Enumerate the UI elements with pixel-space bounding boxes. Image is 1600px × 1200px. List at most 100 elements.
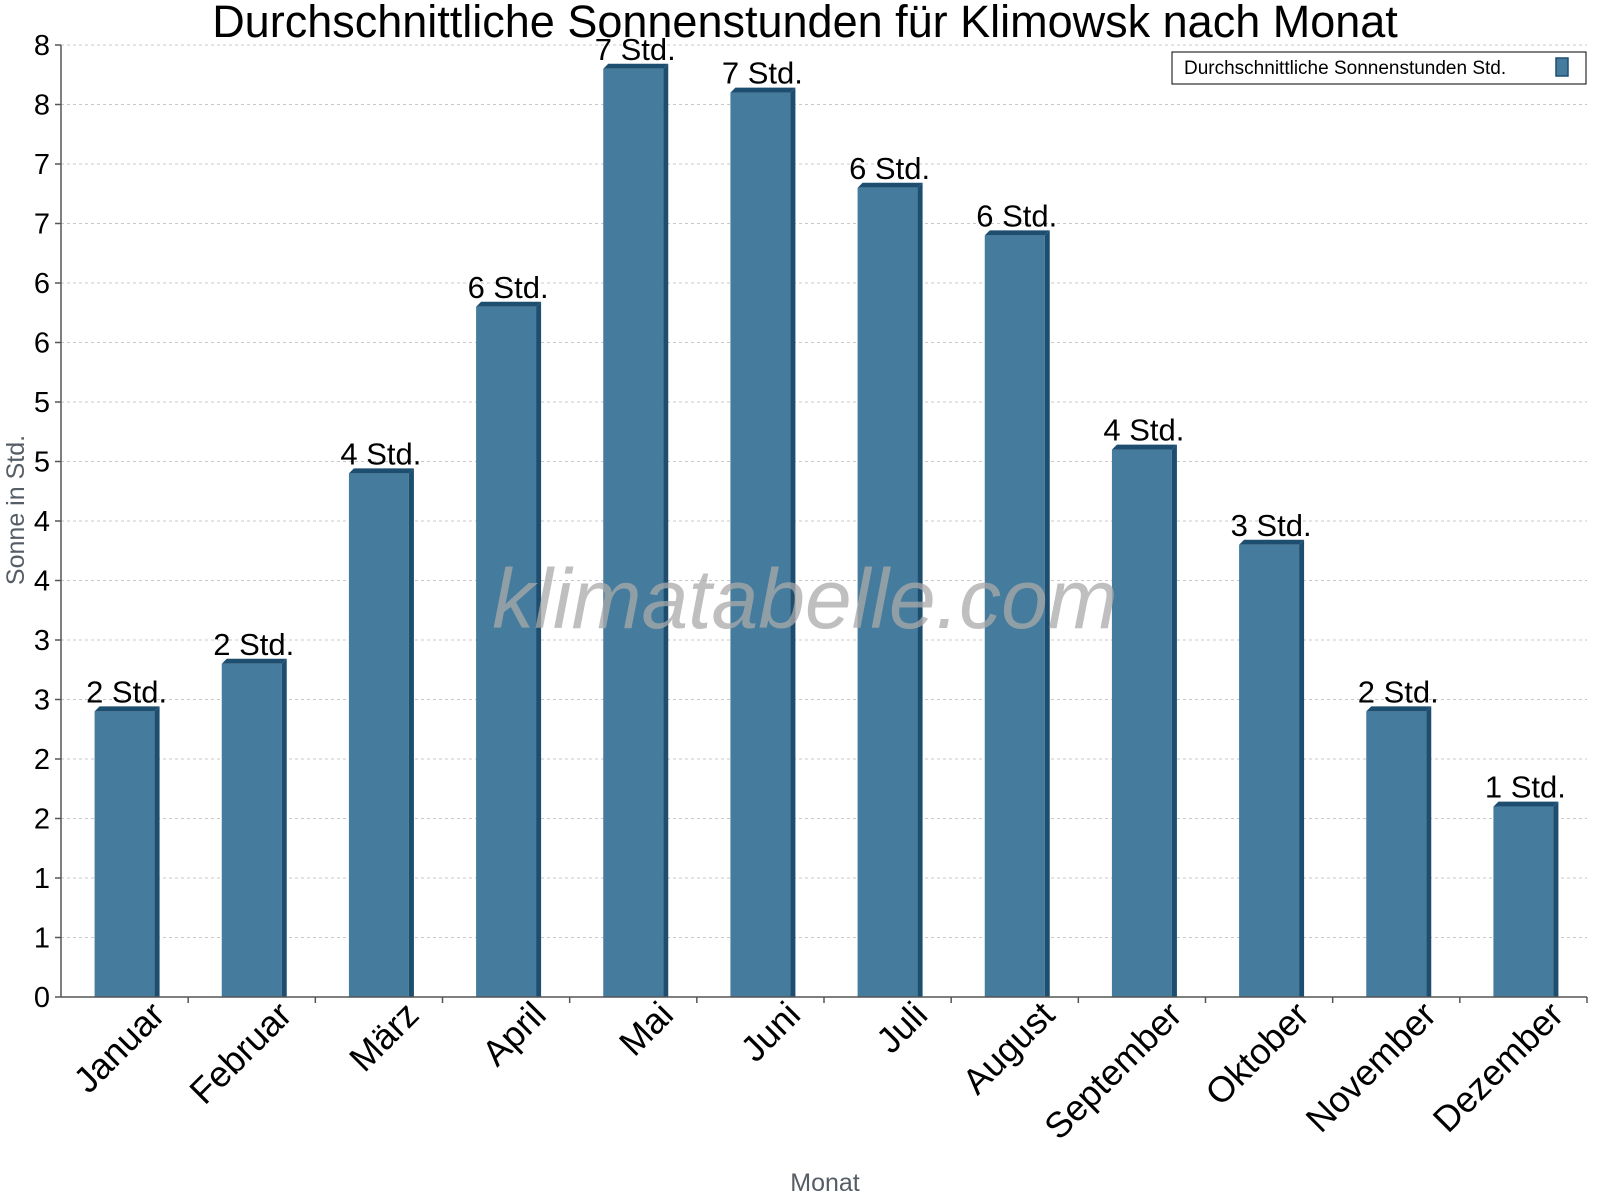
y-tick-label: 6 (34, 268, 50, 300)
bar-side (154, 706, 160, 997)
bar-side (1299, 539, 1305, 997)
bar-märz: 4 Std. (340, 436, 421, 997)
bar-top (348, 468, 414, 474)
x-tick-label: November (1297, 994, 1443, 1140)
bar-side (1171, 444, 1177, 998)
bar-side (1044, 230, 1050, 997)
x-axis-ticks: Januar Februar März April Mai Juni Juli AugustS… (65, 994, 1588, 1148)
data-label: 1 Std. (1485, 770, 1566, 805)
x-tick-label: Mai (611, 994, 681, 1064)
bar-front (94, 711, 155, 997)
data-label: 2 Std. (213, 627, 294, 662)
data-label: 6 Std. (468, 270, 549, 305)
y-tick-label: 3 (34, 625, 50, 657)
y-tick-label: 0 (34, 982, 50, 1014)
x-tick-label: April (474, 994, 554, 1074)
y-axis-title: Sonne in Std. (2, 435, 30, 585)
y-tick-label: 3 (34, 685, 50, 717)
x-axis-title: Monat (790, 1169, 860, 1197)
x-tick-label: August (954, 994, 1062, 1102)
legend-swatch (1555, 57, 1569, 77)
bar-side (281, 658, 287, 997)
x-tick-label: Juli (868, 994, 935, 1061)
bar-side (1426, 706, 1432, 997)
bar-dezember: 1 Std. (1485, 770, 1566, 997)
legend-box (1171, 51, 1587, 85)
y-tick-label: 4 (34, 566, 50, 598)
bar-januar: 2 Std. (86, 674, 167, 997)
bar-front (1111, 449, 1172, 998)
bar-top (1366, 706, 1432, 712)
bar-side (1553, 801, 1559, 997)
bar-front (1493, 806, 1554, 997)
x-tick-label: Juni (732, 994, 808, 1070)
x-tick-label: März (341, 994, 427, 1080)
bar-top (857, 182, 923, 188)
legend-label: Durchschnittliche Sonnenstunden Std. (1184, 58, 1506, 79)
bar-mai: 7 Std. (595, 32, 676, 998)
bar-august: 6 Std. (976, 198, 1057, 997)
legend: Durchschnittliche Sonnenstunden Std. (1171, 51, 1587, 85)
bar-top (1239, 539, 1305, 545)
chart-title: Durchschnittliche Sonnenstunden für Klim… (212, 0, 1398, 47)
bar-front (221, 663, 282, 997)
watermark: klimatabelle.com (492, 552, 1118, 646)
y-tick-label: 2 (34, 804, 50, 836)
bar-front (1366, 711, 1427, 997)
bar-top (94, 706, 160, 712)
bar-juli: 6 Std. (849, 151, 930, 998)
bar-front (984, 235, 1045, 997)
bar-side (790, 87, 796, 998)
data-label: 7 Std. (595, 32, 676, 67)
x-tick-label: Oktober (1197, 994, 1317, 1114)
bar-september: 4 Std. (1103, 413, 1184, 998)
x-tick-label: Januar (65, 994, 172, 1101)
y-tick-label: 5 (34, 447, 50, 479)
bar-top (603, 63, 669, 69)
bar-top (476, 301, 542, 307)
bar-november: 2 Std. (1358, 674, 1439, 997)
y-tick-label: 2 (34, 744, 50, 776)
bar-front (476, 306, 537, 997)
bar-top (1111, 444, 1177, 450)
y-tick-label: 7 (34, 209, 50, 241)
y-tick-label: 1 (34, 923, 50, 955)
data-label: 2 Std. (1358, 674, 1439, 709)
y-tick-label: 5 (34, 387, 50, 419)
data-label: 7 Std. (722, 56, 803, 91)
bars: 2 Std. 2 Std. 4 Std. 6 Std. 7 Std. 7 Std. 6 St… (86, 32, 1566, 998)
y-tick-label: 4 (34, 506, 50, 538)
bar-side (917, 182, 923, 998)
y-axis-ticks: 0 1 1 2 2 3 3 4 4 5 5 6 6 7 7 8 8 (34, 30, 61, 1014)
bar-april: 6 Std. (468, 270, 549, 997)
bar-side (663, 63, 669, 998)
bar-side (408, 468, 414, 997)
bar-oktober: 3 Std. (1231, 508, 1312, 997)
y-tick-label: 8 (34, 30, 50, 62)
data-label: 4 Std. (1103, 413, 1184, 448)
bar-top (984, 230, 1050, 236)
y-tick-label: 8 (34, 90, 50, 122)
data-label: 6 Std. (976, 198, 1057, 233)
bar-front (857, 187, 918, 998)
x-tick-label: Februar (181, 994, 299, 1112)
bar-februar: 2 Std. (213, 627, 294, 997)
bar-front (348, 473, 409, 997)
x-tick-label: Dezember (1425, 994, 1571, 1140)
y-tick-label: 6 (34, 328, 50, 360)
bar-side (536, 301, 542, 997)
bar-front (603, 68, 664, 998)
y-tick-label: 1 (34, 863, 50, 895)
data-label: 3 Std. (1231, 508, 1312, 543)
data-label: 6 Std. (849, 151, 930, 186)
bar-top (730, 87, 796, 93)
bar-juni: 7 Std. (722, 56, 803, 998)
bar-front (1239, 544, 1300, 997)
x-tick-label: September (1036, 994, 1190, 1148)
data-label: 2 Std. (86, 674, 167, 709)
grid-lines (61, 44, 1587, 938)
bar-top (221, 658, 287, 664)
bar-top (1493, 801, 1559, 807)
data-label: 4 Std. (340, 436, 421, 471)
